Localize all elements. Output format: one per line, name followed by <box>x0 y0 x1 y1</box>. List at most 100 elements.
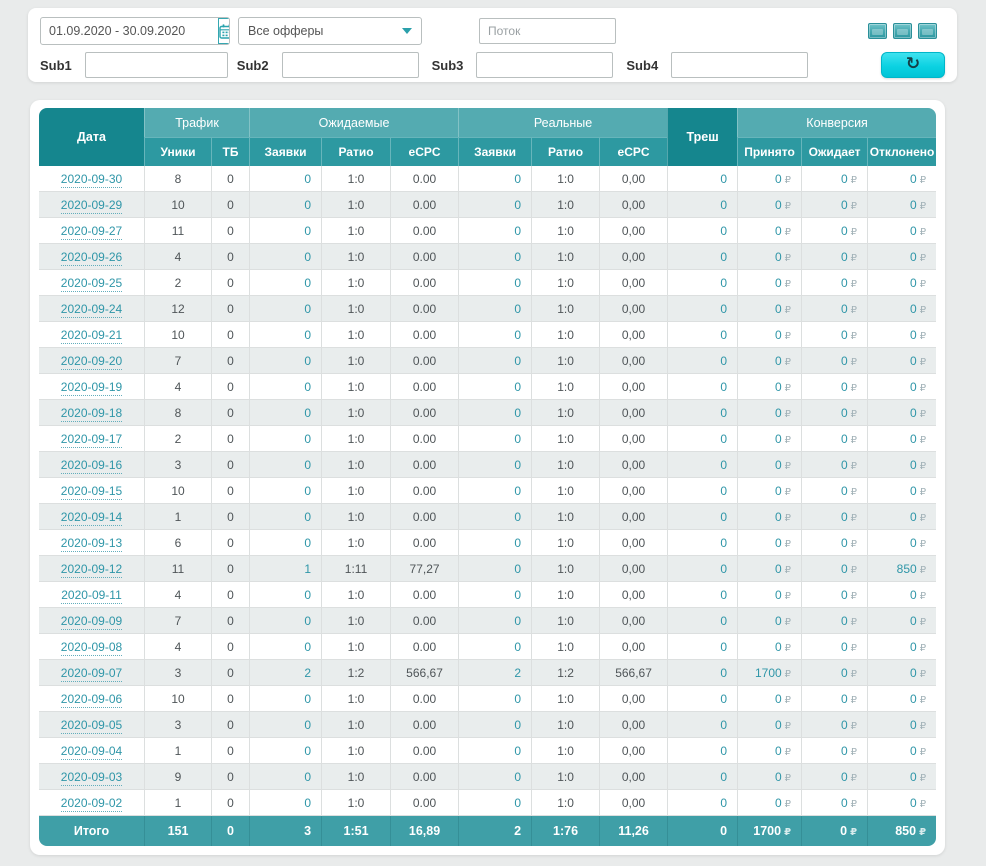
date-link[interactable]: 2020-09-09 <box>61 614 122 630</box>
header-group-5: Конверсия <box>737 108 936 137</box>
date-cell: 2020-09-12 <box>39 556 144 582</box>
date-link[interactable]: 2020-09-24 <box>61 302 122 318</box>
date-link[interactable]: 2020-09-08 <box>61 640 122 656</box>
date-link[interactable]: 2020-09-12 <box>61 562 122 578</box>
sub2-input[interactable] <box>282 52 419 78</box>
value-cell: 0,00 <box>599 348 667 374</box>
value-cell: 0.00 <box>390 764 458 790</box>
value-cell: 1:0 <box>531 790 599 816</box>
value-cell: 1:0 <box>531 478 599 504</box>
date-link[interactable]: 2020-09-14 <box>61 510 122 526</box>
date-link[interactable]: 2020-09-05 <box>61 718 122 734</box>
date-link[interactable]: 2020-09-03 <box>61 770 122 786</box>
value-cell: 0 <box>211 634 249 660</box>
value-cell: 1 <box>144 504 211 530</box>
value-cell: 0₽ <box>867 712 936 738</box>
value-cell: 1:0 <box>531 374 599 400</box>
value-cell: 4 <box>144 244 211 270</box>
value-cell: 0 <box>249 348 321 374</box>
value-cell: 0 <box>249 686 321 712</box>
value-cell: 0₽ <box>801 348 867 374</box>
ruble-sign: ₽ <box>920 513 926 524</box>
value-cell: 0,00 <box>599 452 667 478</box>
refresh-button[interactable]: ↻ <box>881 52 945 78</box>
value-cell: 0 <box>249 166 321 192</box>
date-link[interactable]: 2020-09-17 <box>61 432 122 448</box>
table-row: 2020-09-141001:00.0001:00,0000₽0₽0₽ <box>39 504 936 530</box>
value-cell: 8 <box>144 166 211 192</box>
header-group-0: Дата <box>39 108 144 166</box>
date-link[interactable]: 2020-09-29 <box>61 198 122 214</box>
date-link[interactable]: 2020-09-25 <box>61 276 122 292</box>
chevron-down-icon <box>402 28 412 34</box>
value-cell: 0₽ <box>867 504 936 530</box>
value-cell: 1:0 <box>321 192 390 218</box>
table-row: 2020-09-2110001:00.0001:00,0000₽0₽0₽ <box>39 322 936 348</box>
ruble-sign: ₽ <box>785 721 791 732</box>
value-cell: 1:0 <box>321 426 390 452</box>
value-cell: 0 <box>458 582 531 608</box>
date-link[interactable]: 2020-09-20 <box>61 354 122 370</box>
value-cell: 0₽ <box>801 322 867 348</box>
value-cell: 1:0 <box>531 634 599 660</box>
value-cell: 0 <box>458 530 531 556</box>
date-link[interactable]: 2020-09-19 <box>61 380 122 396</box>
value-cell: 10 <box>144 322 211 348</box>
date-link[interactable]: 2020-09-21 <box>61 328 122 344</box>
value-cell: 0₽ <box>801 426 867 452</box>
header-sub-4: eCPC <box>390 137 458 166</box>
value-cell: 0 <box>211 764 249 790</box>
ruble-sign: ₽ <box>920 799 926 810</box>
date-link[interactable]: 2020-09-16 <box>61 458 122 474</box>
date-link[interactable]: 2020-09-11 <box>61 588 122 604</box>
sub3-input[interactable] <box>476 52 613 78</box>
value-cell: 0 <box>211 374 249 400</box>
export-icon-2[interactable] <box>893 23 912 39</box>
refresh-icon: ↻ <box>906 56 920 73</box>
value-cell: 0₽ <box>801 712 867 738</box>
value-cell: 0 <box>211 608 249 634</box>
date-link[interactable]: 2020-09-26 <box>61 250 122 266</box>
date-cell: 2020-09-16 <box>39 452 144 478</box>
ruble-sign: ₽ <box>851 643 857 654</box>
sub4-input[interactable] <box>671 52 808 78</box>
sub4-label: Sub4 <box>626 58 658 73</box>
date-cell: 2020-09-14 <box>39 504 144 530</box>
export-icon-1[interactable] <box>868 23 887 39</box>
value-cell: 0 <box>249 634 321 660</box>
value-cell: 10 <box>144 686 211 712</box>
value-cell: 0,00 <box>599 322 667 348</box>
value-cell: 0 <box>667 686 737 712</box>
value-cell: 0₽ <box>801 270 867 296</box>
sub1-input[interactable] <box>85 52 228 78</box>
value-cell: 0₽ <box>867 634 936 660</box>
date-link[interactable]: 2020-09-30 <box>61 172 122 188</box>
date-link[interactable]: 2020-09-13 <box>61 536 122 552</box>
date-link[interactable]: 2020-09-15 <box>61 484 122 500</box>
value-cell: 1:0 <box>531 686 599 712</box>
export-icon-3[interactable] <box>918 23 937 39</box>
header-group-3: Реальные <box>458 108 667 137</box>
date-link[interactable]: 2020-09-04 <box>61 744 122 760</box>
value-cell: 6 <box>144 530 211 556</box>
flow-input[interactable] <box>479 18 616 44</box>
value-cell: 0,00 <box>599 244 667 270</box>
date-range-input[interactable] <box>41 18 218 44</box>
offers-select[interactable]: Все офферы <box>238 17 422 45</box>
value-cell: 0.00 <box>390 322 458 348</box>
date-link[interactable]: 2020-09-07 <box>61 666 122 682</box>
value-cell: 0.00 <box>390 478 458 504</box>
value-cell: 0 <box>249 712 321 738</box>
value-cell: 0₽ <box>801 244 867 270</box>
value-cell: 2 <box>249 660 321 686</box>
value-cell: 0,00 <box>599 426 667 452</box>
ruble-sign: ₽ <box>785 331 791 342</box>
date-link[interactable]: 2020-09-02 <box>61 796 122 812</box>
date-link[interactable]: 2020-09-27 <box>61 224 122 240</box>
value-cell: 0 <box>249 608 321 634</box>
value-cell: 1:0 <box>531 426 599 452</box>
date-link[interactable]: 2020-09-18 <box>61 406 122 422</box>
calendar-button[interactable] <box>218 18 230 44</box>
date-link[interactable]: 2020-09-06 <box>61 692 122 708</box>
value-cell: 0,00 <box>599 738 667 764</box>
